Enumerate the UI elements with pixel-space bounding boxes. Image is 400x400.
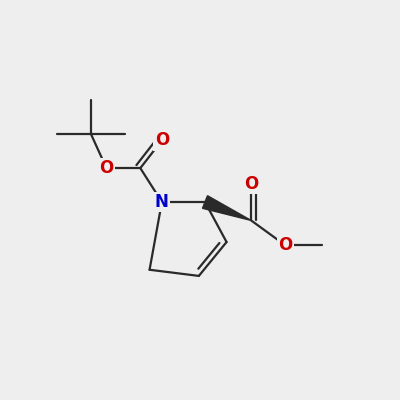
Polygon shape (202, 196, 251, 220)
Text: N: N (155, 193, 169, 211)
Text: O: O (278, 236, 292, 254)
Text: O: O (244, 174, 258, 192)
Text: O: O (99, 159, 114, 177)
Text: O: O (155, 132, 169, 150)
